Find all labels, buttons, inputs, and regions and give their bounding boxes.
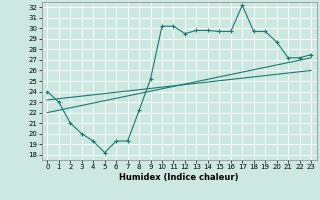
X-axis label: Humidex (Indice chaleur): Humidex (Indice chaleur) — [119, 173, 239, 182]
